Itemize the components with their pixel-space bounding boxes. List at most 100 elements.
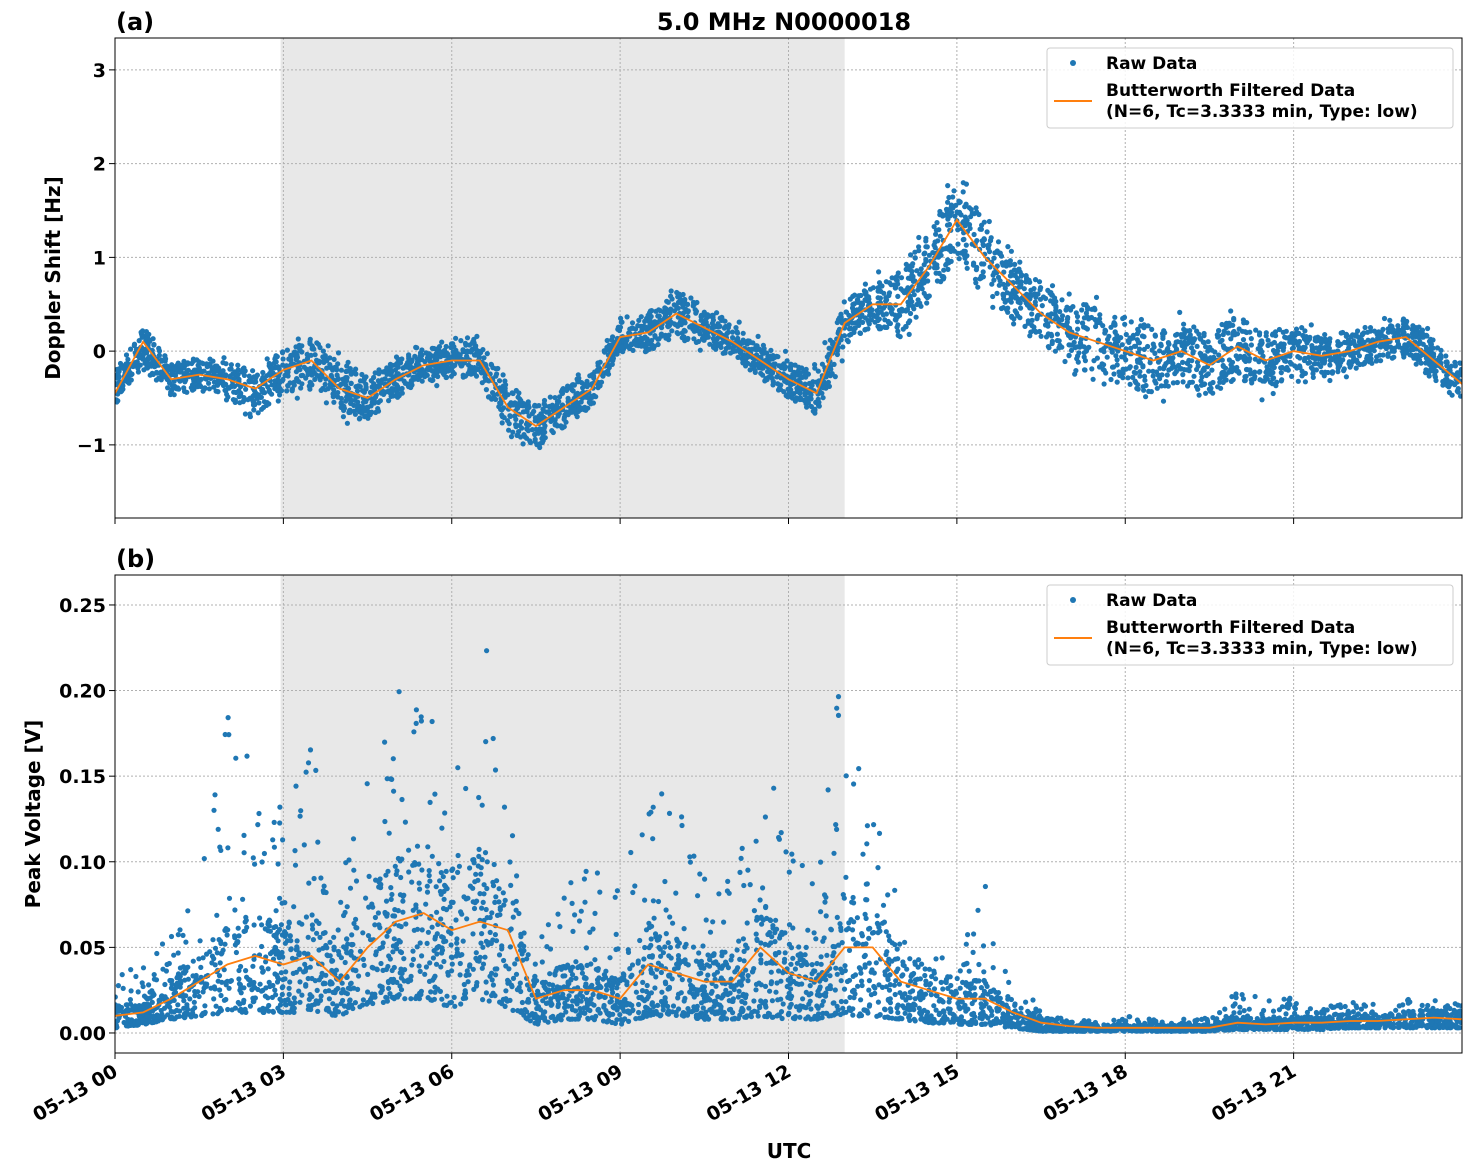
raw-point xyxy=(220,382,227,389)
raw-point xyxy=(1401,354,1407,360)
raw-point xyxy=(365,404,371,410)
raw-point xyxy=(658,331,665,337)
raw-point xyxy=(419,378,425,384)
raw-point xyxy=(717,323,723,329)
raw-point xyxy=(1169,358,1175,364)
raw-point xyxy=(344,420,350,426)
raw-point xyxy=(557,924,563,930)
raw-point xyxy=(453,335,459,341)
raw-point xyxy=(247,414,253,420)
raw-point xyxy=(1038,333,1044,339)
raw-point xyxy=(221,355,227,361)
raw-point xyxy=(1007,258,1014,264)
raw-point xyxy=(128,988,134,994)
raw-point xyxy=(325,343,331,349)
raw-point xyxy=(1048,298,1054,304)
raw-point xyxy=(1174,331,1180,337)
raw-point xyxy=(679,822,685,829)
raw-point xyxy=(1147,360,1153,366)
raw-point xyxy=(372,394,379,400)
raw-point xyxy=(642,897,648,903)
raw-point xyxy=(1016,266,1022,272)
raw-point xyxy=(863,289,869,295)
raw-point xyxy=(320,348,326,354)
raw-point xyxy=(1047,290,1053,296)
raw-point xyxy=(997,278,1003,284)
raw-point xyxy=(115,375,119,381)
raw-point xyxy=(1179,334,1185,340)
raw-point xyxy=(520,441,526,447)
raw-point xyxy=(818,859,824,865)
raw-point xyxy=(707,341,713,347)
raw-point xyxy=(1160,335,1166,341)
raw-point xyxy=(1426,373,1432,379)
raw-point xyxy=(1135,359,1141,365)
raw-point xyxy=(921,262,927,268)
raw-point xyxy=(167,380,173,386)
raw-point xyxy=(933,231,939,237)
raw-point xyxy=(1049,333,1055,339)
raw-point xyxy=(1165,383,1171,389)
raw-point xyxy=(916,234,922,241)
raw-point xyxy=(1378,358,1384,364)
raw-point xyxy=(1284,364,1290,371)
raw-point xyxy=(311,365,317,371)
raw-point xyxy=(749,346,755,352)
raw-point xyxy=(782,348,789,354)
raw-point xyxy=(517,980,523,986)
raw-point xyxy=(1133,364,1139,370)
raw-point xyxy=(1290,339,1296,345)
raw-point xyxy=(1375,334,1381,340)
raw-point xyxy=(445,351,451,357)
raw-point xyxy=(1341,368,1347,374)
raw-point xyxy=(240,896,246,902)
raw-point xyxy=(740,330,746,336)
raw-point xyxy=(285,383,291,389)
raw-point xyxy=(468,369,474,375)
raw-point xyxy=(674,330,680,336)
raw-point xyxy=(951,188,957,194)
raw-point xyxy=(552,418,558,424)
raw-point xyxy=(279,350,286,356)
raw-point xyxy=(1394,338,1401,344)
raw-point xyxy=(206,380,212,386)
raw-point xyxy=(414,345,420,351)
raw-point xyxy=(536,413,542,419)
raw-point xyxy=(233,755,239,761)
raw-point xyxy=(448,373,454,379)
raw-point xyxy=(536,403,542,409)
raw-point xyxy=(125,356,131,363)
raw-point xyxy=(1066,352,1072,358)
raw-point xyxy=(380,999,386,1006)
raw-point xyxy=(427,799,433,806)
raw-point xyxy=(837,921,843,927)
raw-point xyxy=(835,712,842,719)
raw-point xyxy=(407,361,413,368)
raw-point xyxy=(886,293,892,299)
raw-point xyxy=(1156,348,1163,354)
raw-point xyxy=(892,887,898,893)
raw-point xyxy=(1307,334,1313,340)
raw-point xyxy=(1256,369,1262,375)
raw-point xyxy=(412,353,418,359)
raw-point xyxy=(705,312,711,318)
raw-point xyxy=(1263,330,1269,336)
raw-point xyxy=(619,344,625,350)
raw-point xyxy=(990,304,996,310)
raw-point xyxy=(973,267,980,273)
raw-point xyxy=(375,378,381,384)
raw-point xyxy=(480,899,486,906)
raw-point xyxy=(1008,299,1014,305)
raw-point xyxy=(255,410,261,416)
raw-point xyxy=(911,292,917,298)
raw-point xyxy=(356,416,362,422)
raw-point xyxy=(165,385,171,391)
raw-point xyxy=(250,855,256,861)
raw-point xyxy=(550,1013,556,1019)
raw-point xyxy=(434,369,440,375)
raw-point xyxy=(786,922,793,928)
raw-point xyxy=(760,885,766,891)
raw-point xyxy=(1325,369,1331,376)
raw-point xyxy=(390,393,396,399)
raw-point xyxy=(905,320,912,326)
